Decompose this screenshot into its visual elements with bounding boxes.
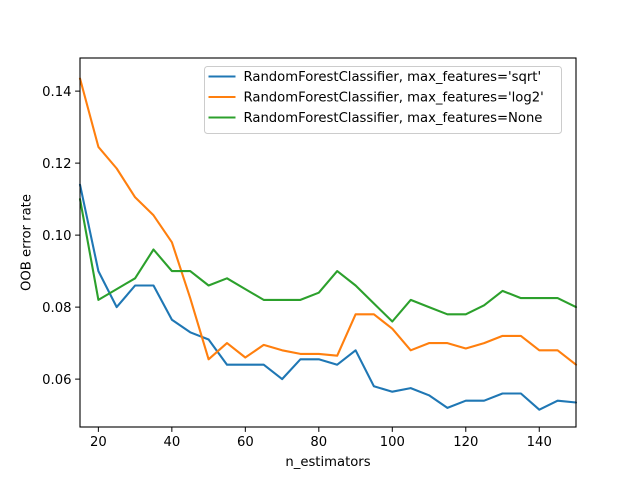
legend-item: RandomForestClassifier, max_features='lo…	[208, 91, 544, 106]
x-tick-label: 40	[163, 435, 180, 450]
plot-frame	[79, 57, 577, 428]
y-axis-label: OOB error rate	[20, 194, 35, 291]
x-tick-label: 20	[90, 435, 107, 450]
x-tick-label: 80	[310, 435, 327, 450]
x-tick-label: 140	[527, 435, 552, 450]
legend-box	[204, 66, 562, 134]
series-line-none	[78, 198, 578, 323]
y-tick-label: 0.10	[42, 229, 71, 244]
legend-label-log2: RandomForestClassifier, max_features='lo…	[244, 91, 544, 106]
series-lines	[78, 77, 578, 411]
x-tick-label: 120	[453, 435, 478, 450]
y-tick-label: 0.12	[42, 157, 71, 172]
x-axis: 20 40 60 80 100 120 140	[90, 427, 552, 450]
y-axis: 0.06 0.08 0.10 0.12 0.14	[42, 85, 80, 388]
series-line-sqrt	[78, 183, 578, 411]
legend-label-sqrt: RandomForestClassifier, max_features='sq…	[244, 70, 542, 85]
legend-item: RandomForestClassifier, max_features='sq…	[208, 70, 542, 85]
legend-label-none: RandomForestClassifier, max_features=Non…	[244, 111, 543, 126]
y-tick-label: 0.06	[42, 373, 71, 388]
x-axis-label: n_estimators	[285, 455, 370, 470]
series-line-log2	[78, 77, 578, 366]
y-tick-label: 0.08	[42, 301, 71, 316]
legend-item: RandomForestClassifier, max_features=Non…	[208, 111, 543, 126]
y-tick-label: 0.14	[42, 85, 71, 100]
x-tick-label: 100	[380, 435, 405, 450]
legend: RandomForestClassifier, max_features='sq…	[204, 66, 562, 134]
x-tick-label: 60	[237, 435, 254, 450]
